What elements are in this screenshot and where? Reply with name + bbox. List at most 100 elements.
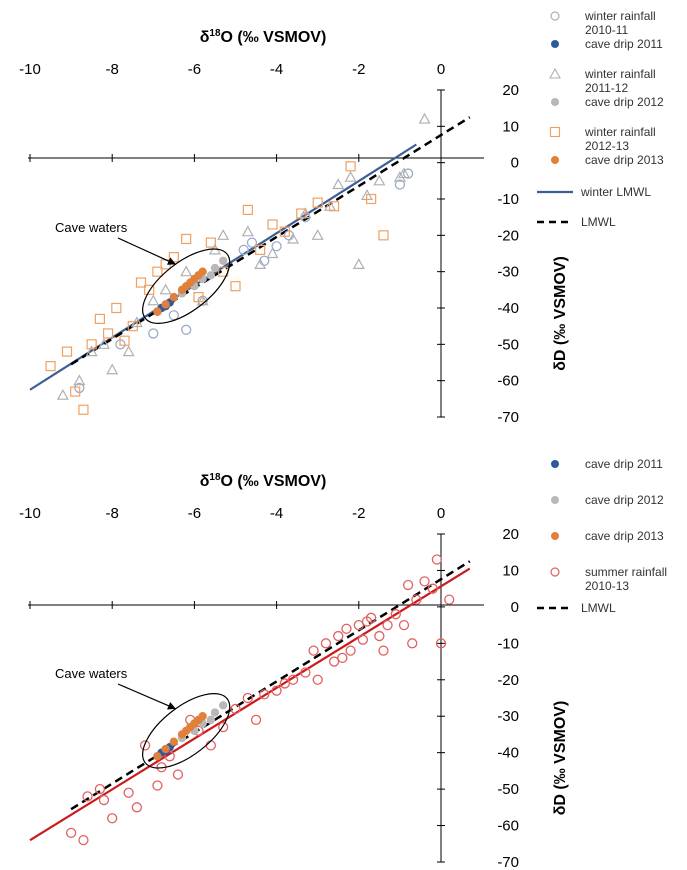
legend-label: cave drip 2012 [585, 95, 664, 109]
data-point [312, 674, 323, 685]
y-tick-label: -30 [497, 264, 519, 281]
data-point [94, 783, 106, 795]
data-point [271, 685, 282, 696]
legend-symbol [550, 11, 560, 21]
data-point [341, 623, 352, 634]
data-point [148, 328, 159, 339]
data-point [357, 634, 369, 645]
data-point [78, 834, 89, 846]
y-tick-label: -10 [497, 191, 519, 208]
data-point [56, 388, 69, 400]
data-point [65, 827, 77, 838]
data-point [210, 708, 220, 717]
regression-line [29, 567, 471, 842]
data-point [111, 302, 122, 314]
data-point [402, 579, 414, 591]
legend-item: cave drip 2012 [551, 95, 664, 109]
x-tick-label: -10 [19, 505, 41, 522]
y-axis-title: δD (‰ VSMOV) [552, 256, 569, 371]
data-point [139, 740, 151, 751]
annotation-arrow [117, 683, 177, 710]
x-tick-label: -10 [19, 61, 41, 78]
data-point [153, 752, 162, 761]
data-point [45, 361, 56, 372]
data-point [435, 638, 447, 649]
legend-item: cave drip 2013 [551, 529, 664, 543]
data-point [365, 612, 377, 623]
legend-symbol [551, 98, 559, 106]
data-point [242, 692, 253, 704]
legend-symbol [549, 67, 561, 79]
y-tick-label: -40 [497, 745, 519, 762]
x-axis-title: δ18O (‰ VSMOV) [200, 28, 327, 46]
data-point [164, 751, 175, 762]
x-axis-title: δ18O (‰ VSMOV) [200, 472, 327, 490]
panel-2: -10 -8 -6 -4 -2 020100-10-20-30-40-50-60-70δ1… [19, 457, 667, 870]
data-point [337, 652, 348, 664]
data-point [218, 701, 228, 710]
data-point [393, 170, 406, 182]
data-point [250, 714, 262, 726]
legend-item: winter LMWL [537, 185, 651, 199]
legend-label: cave drip 2013 [585, 529, 664, 543]
data-point [180, 265, 193, 277]
data-point [147, 294, 160, 306]
data-point [230, 281, 241, 292]
x-tick-label: -2 [352, 61, 365, 78]
data-point [418, 112, 431, 124]
legend-symbol [551, 532, 559, 540]
data-point [296, 208, 307, 219]
data-point [242, 204, 253, 215]
data-point [427, 583, 438, 594]
legend-symbol [551, 496, 559, 504]
legend-label: winter LMWL [580, 185, 651, 199]
x-tick-label: 0 [437, 61, 445, 78]
data-point [78, 404, 89, 415]
data-point [70, 386, 81, 397]
data-point [374, 630, 385, 642]
legend-item: LMWL [537, 601, 616, 615]
data-point [287, 674, 299, 685]
legend-symbol [551, 40, 559, 48]
y-tick-label: -70 [497, 854, 519, 870]
legend-label: cave drip 2011 [585, 37, 663, 51]
y-tick-label: -50 [497, 336, 519, 353]
x-tick-label: -4 [270, 505, 283, 522]
data-point [152, 780, 163, 791]
data-point [107, 813, 118, 824]
data-point [390, 609, 401, 620]
lmwl-line [70, 116, 471, 366]
data-point [206, 271, 216, 280]
data-point [287, 232, 300, 244]
y-tick-label: 20 [502, 526, 519, 543]
data-point [366, 193, 377, 205]
data-point [345, 645, 356, 656]
legend-item: cave drip 2011 [551, 457, 663, 471]
data-point [407, 638, 418, 649]
data-point [127, 321, 138, 332]
x-tick-label: -2 [352, 505, 365, 522]
data-point [259, 689, 270, 700]
legend-label: cave drip 2011 [585, 457, 663, 471]
data-point [241, 225, 254, 237]
data-point [159, 283, 172, 295]
x-tick-label: -8 [106, 61, 119, 78]
legend-label: 2012-13 [585, 139, 629, 153]
legend-symbol [551, 460, 559, 468]
y-tick-label: -10 [497, 635, 519, 652]
cave-waters-label: Cave waters [55, 666, 128, 681]
y-tick-label: -60 [497, 373, 519, 390]
data-point [144, 284, 155, 295]
data-point [344, 170, 357, 182]
x-tick-label: -6 [188, 505, 201, 522]
legend-label: LMWL [581, 215, 616, 229]
x-tick-label: 0 [437, 505, 445, 522]
data-point [300, 667, 311, 678]
data-point [218, 722, 229, 733]
x-tick-label: -8 [106, 505, 119, 522]
data-point [172, 769, 184, 780]
data-point [161, 300, 170, 309]
